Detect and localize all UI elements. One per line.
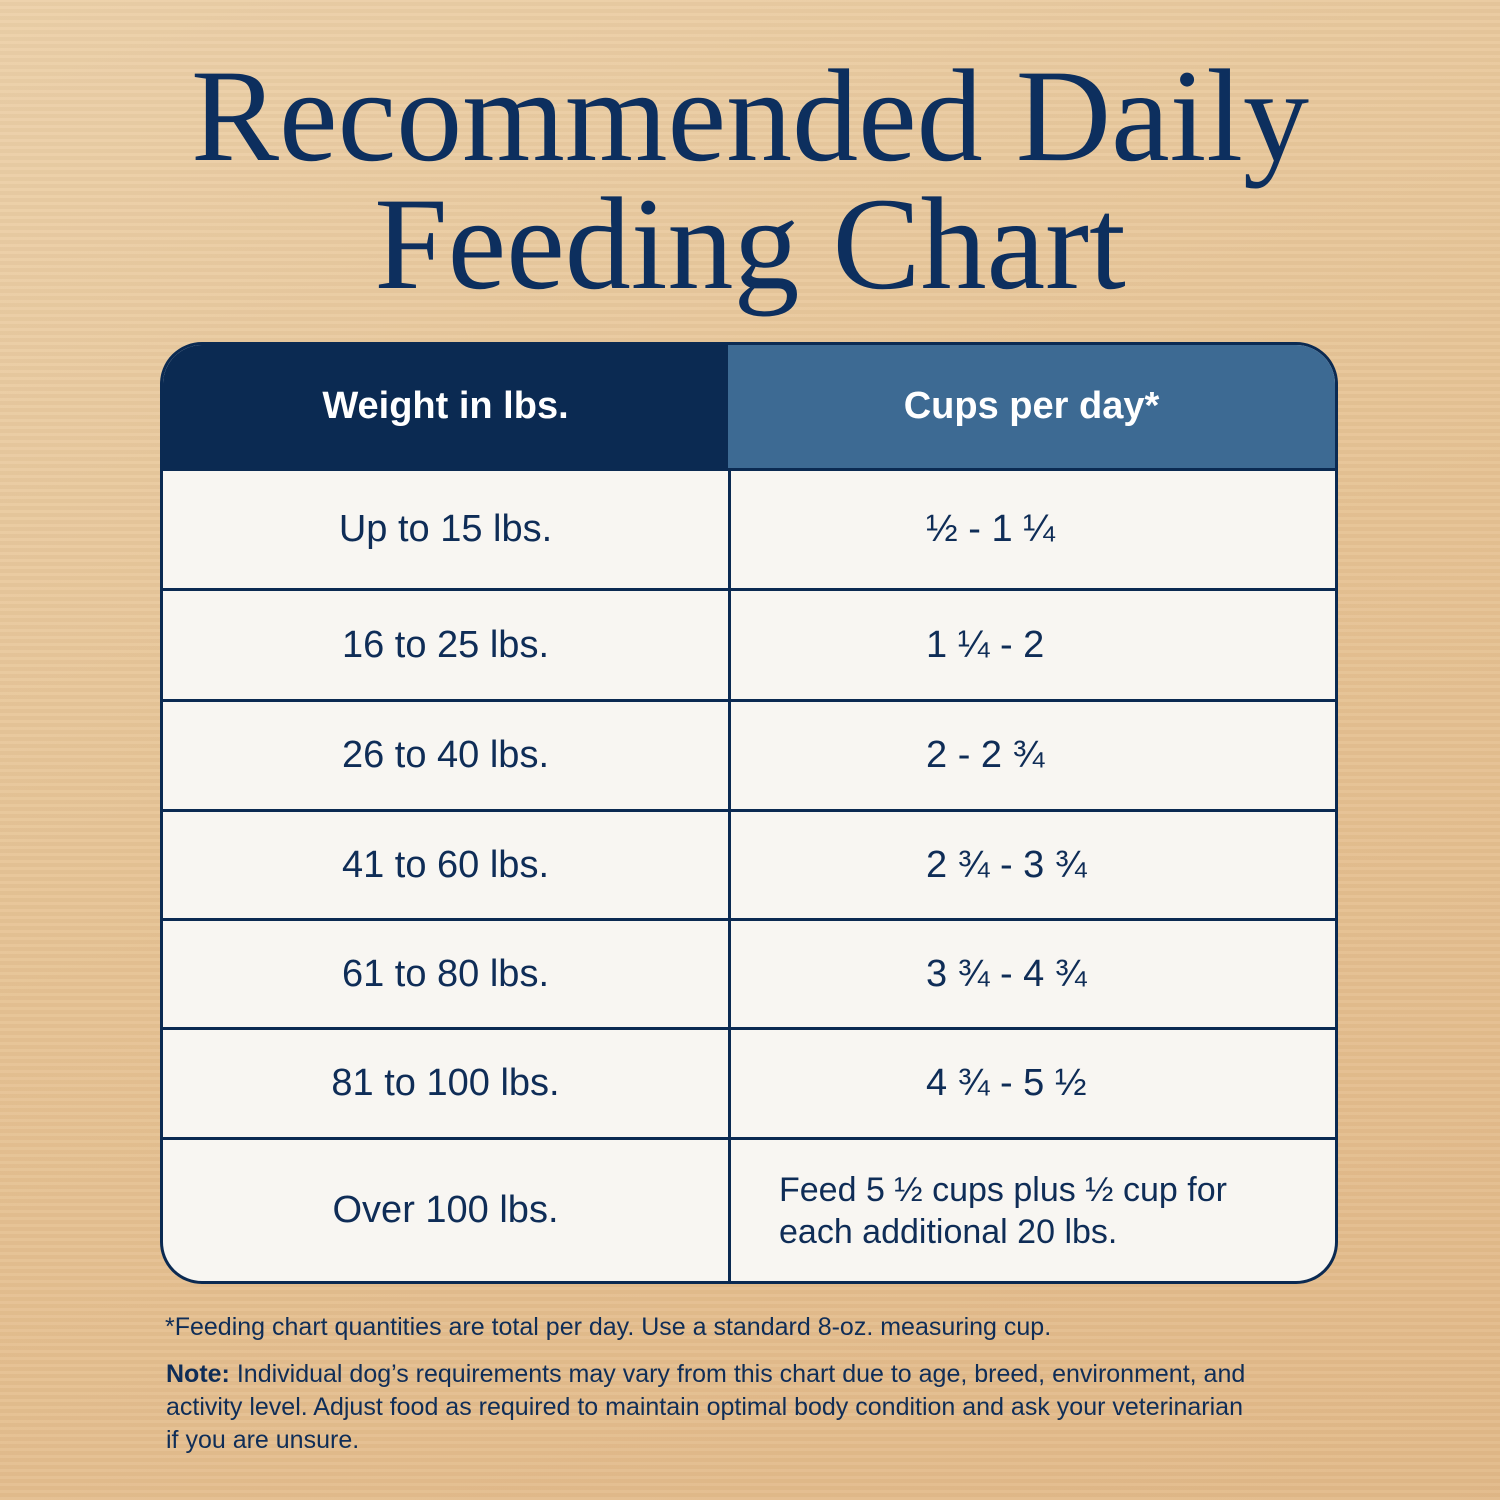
footnote: *Feeding chart quantities are total per … (165, 1313, 1052, 1341)
note-label: Note: (166, 1360, 230, 1388)
column-header: Cups per day* (728, 345, 1335, 468)
note: Note: Individual dog’s requirements may … (166, 1358, 1256, 1457)
column-header: Weight in lbs. (163, 345, 728, 468)
weight-cell: 61 to 80 lbs. (163, 921, 731, 1027)
table-row: 41 to 60 lbs. 2 ¾ - 3 ¾ (163, 809, 1335, 918)
table-row: Up to 15 lbs. ½ - 1 ¼ (163, 468, 1335, 588)
title-line: Recommended Daily (190, 42, 1309, 189)
cups-cell: Feed 5 ½ cups plus ½ cup for each additi… (731, 1140, 1335, 1281)
title-line: Feeding Chart (374, 170, 1126, 317)
weight-cell: 16 to 25 lbs. (163, 591, 731, 699)
cups-cell: 2 ¾ - 3 ¾ (926, 843, 1087, 886)
weight-cell: 81 to 100 lbs. (163, 1030, 731, 1137)
cups-cell: 2 - 2 ¾ (926, 734, 1045, 776)
title: Recommended Daily Feeding Chart (0, 42, 1500, 317)
table-row: 81 to 100 lbs. 4 ¾ - 5 ½ (163, 1027, 1335, 1137)
cups-cell: 1 ¼ - 2 (926, 623, 1045, 666)
cups-cell: 3 ¾ - 4 ¾ (926, 952, 1087, 995)
table-header: Weight in lbs. Cups per day* (163, 345, 1335, 468)
table-row: 26 to 40 lbs. 2 - 2 ¾ (163, 699, 1335, 809)
note-text: Individual dog’s requirements may vary f… (166, 1360, 1246, 1454)
cell-text: Feed 5 ½ cups plus ½ cup for each additi… (779, 1170, 1227, 1251)
cups-cell: 4 ¾ - 5 ½ (926, 1062, 1087, 1104)
feeding-table: Weight in lbs. Cups per day* Up to 15 lb… (160, 342, 1338, 1284)
cups-cell: ½ - 1 ¼ (926, 508, 1055, 550)
weight-cell: Up to 15 lbs. (163, 471, 731, 588)
weight-cell: 41 to 60 lbs. (163, 812, 731, 918)
table-row: Over 100 lbs. Feed 5 ½ cups plus ½ cup fo… (163, 1137, 1335, 1281)
table-row: 16 to 25 lbs. 1 ¼ - 2 (163, 588, 1335, 699)
table-row: 61 to 80 lbs. 3 ¾ - 4 ¾ (163, 918, 1335, 1027)
weight-cell: Over 100 lbs. (163, 1140, 731, 1281)
weight-cell: 26 to 40 lbs. (163, 702, 731, 809)
